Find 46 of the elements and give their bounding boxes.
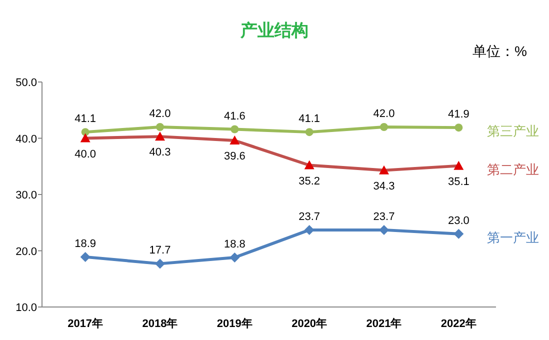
text: 单位：% [472, 43, 527, 59]
data-label: 35.1 [448, 176, 470, 188]
y-tick-label: 20.0 [16, 246, 37, 258]
data-label: 41.1 [298, 113, 320, 126]
chart-title: 产业结构 [240, 21, 308, 40]
x-tick-label: 2022年 [440, 317, 476, 330]
data-label: 23.7 [373, 210, 395, 223]
data-label: 18.9 [74, 238, 96, 250]
point [380, 123, 388, 131]
series-label: 第一产业 [487, 230, 539, 245]
point [81, 128, 90, 136]
data-label: 23.0 [448, 214, 470, 227]
y-tick-label: 50.0 [16, 77, 37, 89]
y-tick-label: 30.0 [16, 190, 37, 202]
data-label: 42.0 [373, 108, 395, 120]
point [156, 123, 164, 131]
series-label: 第三产业 [487, 124, 539, 139]
point [304, 224, 314, 235]
point [230, 125, 239, 134]
data-label: 17.7 [149, 244, 171, 257]
data-label: 35.2 [298, 175, 320, 188]
point [454, 124, 463, 132]
x-tick-label: 2017年 [68, 317, 104, 330]
data-label: 42.0 [149, 108, 171, 120]
point [80, 252, 90, 262]
y-tick-label: 40.0 [16, 133, 37, 146]
series-label: 第二产业 [487, 162, 539, 177]
data-label: 40.3 [149, 146, 171, 159]
data-label: 41.9 [448, 108, 470, 121]
data-label: 34.3 [373, 180, 395, 192]
data-label: 23.7 [298, 210, 320, 223]
point [230, 252, 240, 262]
x-tick-label: 2020年 [292, 317, 328, 330]
data-label: 40.0 [74, 148, 96, 160]
data-label: 18.8 [224, 238, 246, 250]
point [379, 224, 389, 235]
data-label: 39.6 [224, 150, 246, 162]
data-label: 41.1 [74, 113, 96, 126]
x-tick-label: 2021年 [366, 317, 402, 330]
data-label: 41.6 [224, 110, 246, 122]
x-tick-label: 2019年 [216, 317, 252, 330]
y-tick-label: 10.0 [16, 302, 37, 314]
point [454, 228, 464, 239]
point [305, 128, 314, 136]
point [155, 258, 165, 269]
x-tick-label: 2018年 [142, 317, 178, 330]
